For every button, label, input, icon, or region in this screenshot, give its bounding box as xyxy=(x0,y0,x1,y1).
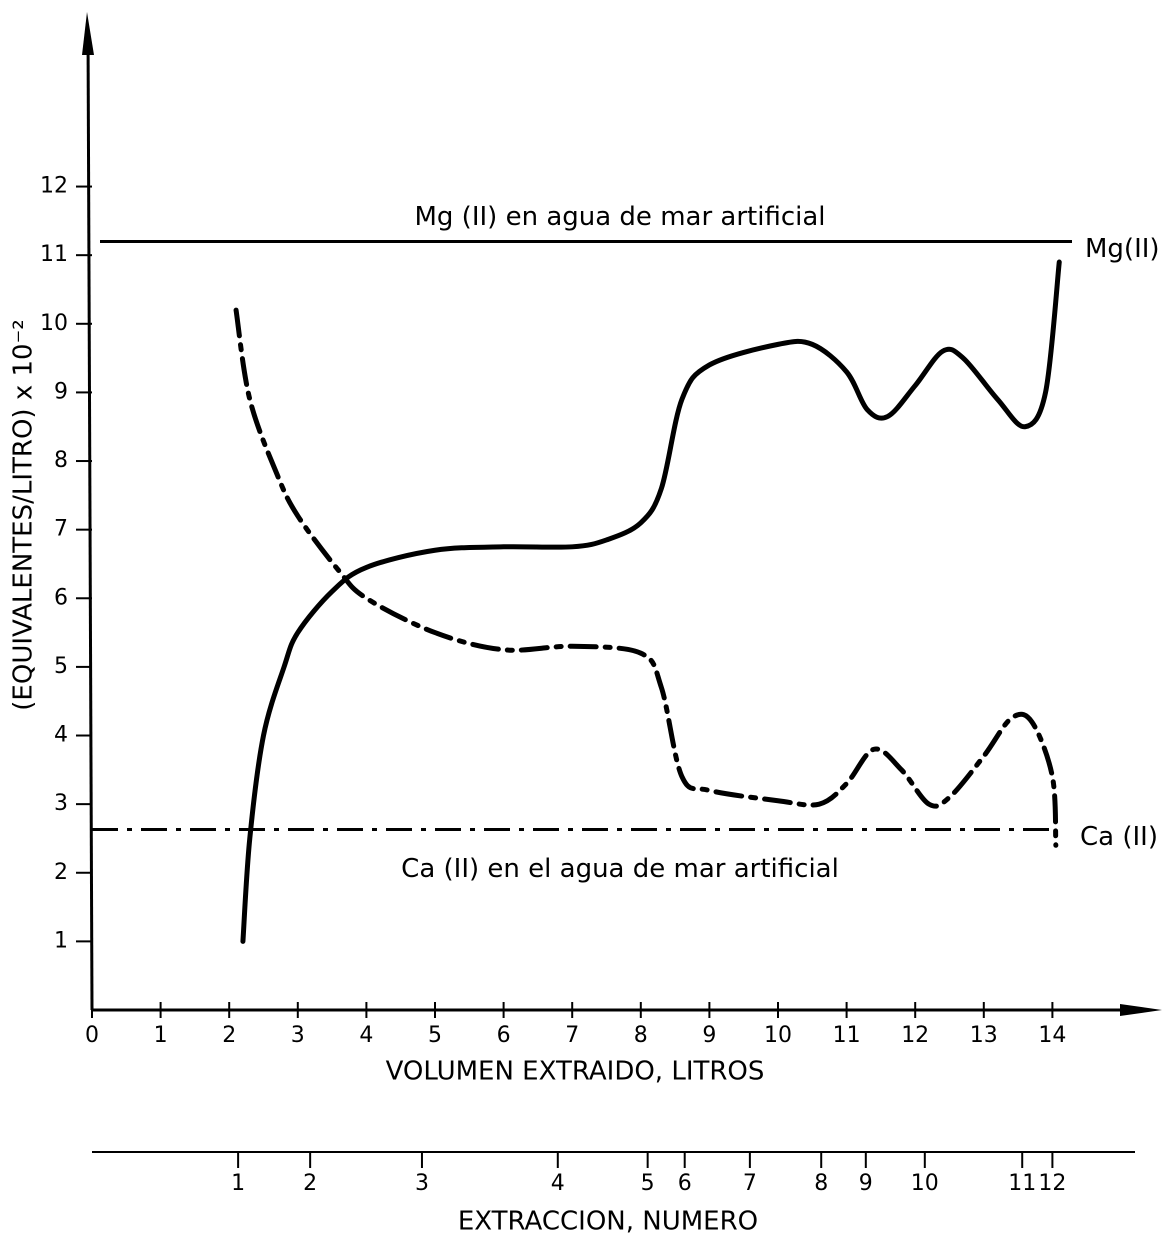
y-axis xyxy=(86,29,94,1011)
reference-label: Ca (II) en el agua de mar artificial xyxy=(401,854,839,884)
series-line xyxy=(233,307,1059,848)
y-tick-label: 10 xyxy=(40,311,68,336)
x-arrow xyxy=(1120,1004,1162,1016)
x-axis-label: VOLUMEN EXTRAIDO, LITROS xyxy=(386,1057,765,1087)
x-tick-label: 2 xyxy=(222,1023,236,1048)
extraction-tick-label: 6 xyxy=(678,1171,692,1196)
y-tick-label: 1 xyxy=(54,928,68,953)
y-tick-label: 8 xyxy=(54,448,68,473)
y-tick-label: 4 xyxy=(54,723,68,748)
reference-end-label: Ca (II) xyxy=(1080,822,1158,852)
x-tick-label: 1 xyxy=(154,1023,168,1048)
y-tick-label: 9 xyxy=(54,379,68,404)
x-tick-label: 10 xyxy=(764,1023,792,1048)
x-tick-label: 9 xyxy=(702,1023,716,1048)
x-tick-label: 7 xyxy=(565,1023,579,1048)
extraction-tick-label: 10 xyxy=(911,1171,939,1196)
y-tick-label: 12 xyxy=(40,174,68,199)
extraction-tick-label: 1 xyxy=(231,1171,245,1196)
y-tick-label: 11 xyxy=(40,242,68,267)
x-tick-label: 8 xyxy=(634,1023,648,1048)
x-tick-label: 0 xyxy=(85,1023,99,1048)
extraction-tick-label: 7 xyxy=(743,1171,757,1196)
y-tick-label: 7 xyxy=(54,517,68,542)
y-tick-label: 3 xyxy=(54,791,68,816)
y-tick-label: 5 xyxy=(54,654,68,679)
y-tick-label: 2 xyxy=(54,860,68,885)
x-tick-label: 6 xyxy=(497,1023,511,1048)
extraction-axis-label: EXTRACCION, NUMERO xyxy=(458,1207,758,1237)
reference-end-label: Mg(II) xyxy=(1085,234,1160,264)
y-tick-label: 6 xyxy=(54,585,68,610)
extraction-tick-label: 11 xyxy=(1008,1171,1036,1196)
extraction-tick-label: 4 xyxy=(551,1171,565,1196)
x-tick-label: 12 xyxy=(901,1023,929,1048)
x-tick-label: 11 xyxy=(833,1023,861,1048)
series-line xyxy=(240,259,1062,944)
extraction-tick-label: 5 xyxy=(641,1171,655,1196)
x-tick-label: 5 xyxy=(428,1023,442,1048)
x-tick-label: 3 xyxy=(291,1023,305,1048)
x-tick-label: 14 xyxy=(1038,1023,1066,1048)
reference-label: Mg (II) en agua de mar artificial xyxy=(414,202,825,232)
y-arrow xyxy=(82,12,94,55)
extraction-tick-label: 2 xyxy=(303,1171,317,1196)
x-tick-label: 13 xyxy=(970,1023,998,1048)
x-tick-label: 4 xyxy=(359,1023,373,1048)
extraction-tick-label: 8 xyxy=(814,1171,828,1196)
y-axis-label: (EQUIVALENTES/LITRO) x 10⁻² xyxy=(9,319,39,710)
extraction-tick-label: 9 xyxy=(859,1171,873,1196)
extraction-tick-label: 12 xyxy=(1038,1171,1066,1196)
extraction-tick-label: 3 xyxy=(415,1171,429,1196)
